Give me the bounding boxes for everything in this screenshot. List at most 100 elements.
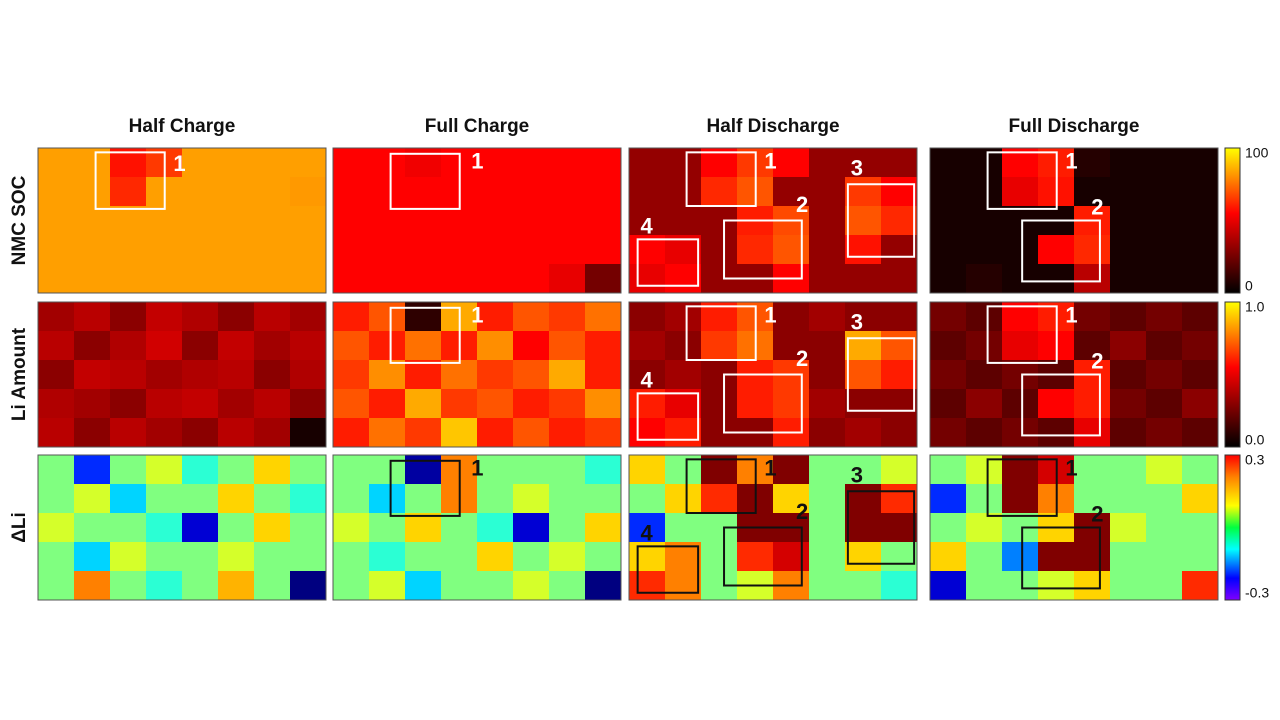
heatmap-cell bbox=[513, 331, 550, 361]
heatmap-cell bbox=[845, 389, 882, 419]
heatmap-cell bbox=[966, 331, 1003, 361]
panel-border bbox=[628, 454, 918, 601]
heatmap-cell bbox=[1146, 484, 1183, 514]
heatmap-cell bbox=[74, 331, 111, 361]
heatmap-cell bbox=[1110, 302, 1147, 332]
heatmap-cell bbox=[74, 542, 111, 572]
heatmap-cell bbox=[1182, 455, 1219, 485]
heatmap-cell bbox=[290, 513, 327, 543]
heatmap-cell bbox=[665, 513, 702, 543]
heatmap-cell bbox=[74, 206, 111, 236]
heatmap-cell bbox=[881, 389, 918, 419]
heatmap-cell bbox=[1110, 235, 1147, 265]
heatmap-cell bbox=[585, 542, 622, 572]
heatmap-cell bbox=[182, 418, 219, 448]
region-box bbox=[636, 238, 700, 287]
panel-border bbox=[37, 454, 327, 601]
heatmap-cell bbox=[441, 571, 478, 601]
heatmap-cell bbox=[930, 389, 967, 419]
heatmap-cell bbox=[110, 331, 147, 361]
panel-border bbox=[929, 301, 1219, 448]
region-box bbox=[986, 458, 1058, 517]
heatmap-cell bbox=[38, 331, 75, 361]
heatmap-cell bbox=[290, 235, 327, 265]
heatmap-cell bbox=[182, 331, 219, 361]
heatmap-cell bbox=[333, 264, 370, 294]
heatmap-cell bbox=[966, 177, 1003, 207]
heatmap-cell bbox=[809, 264, 846, 294]
heatmap-cell bbox=[477, 418, 514, 448]
heatmap-cell bbox=[290, 389, 327, 419]
heatmap-cell bbox=[405, 206, 442, 236]
heatmap-cell bbox=[629, 360, 666, 390]
heatmap-cell bbox=[1146, 389, 1183, 419]
heatmap-cell bbox=[333, 484, 370, 514]
heatmap-cell bbox=[930, 177, 967, 207]
heatmap-cell bbox=[1110, 389, 1147, 419]
heatmap-cell bbox=[254, 542, 291, 572]
heatmap-cell bbox=[845, 513, 882, 543]
heatmap-cell bbox=[405, 484, 442, 514]
heatmap-cell bbox=[585, 360, 622, 390]
heatmap-cell bbox=[333, 235, 370, 265]
heatmap-cell bbox=[845, 235, 882, 265]
heatmap-cell bbox=[369, 542, 406, 572]
heatmap-cell bbox=[773, 177, 810, 207]
heatmap-cell bbox=[110, 302, 147, 332]
heatmap-cell bbox=[1146, 177, 1183, 207]
heatmap-cell bbox=[966, 206, 1003, 236]
region-label: 1 bbox=[471, 455, 483, 480]
region-box bbox=[389, 306, 461, 364]
heatmap-cell bbox=[290, 177, 327, 207]
heatmap-cell bbox=[146, 331, 183, 361]
heatmap-cell bbox=[845, 177, 882, 207]
region-label: 1 bbox=[471, 148, 483, 173]
heatmap-cell bbox=[809, 302, 846, 332]
region-label: 2 bbox=[1091, 195, 1103, 220]
heatmap-cell bbox=[1110, 148, 1147, 178]
heatmap-cell bbox=[881, 235, 918, 265]
heatmap-cell bbox=[333, 418, 370, 448]
heatmap-cell bbox=[477, 302, 514, 332]
heatmap-cell bbox=[218, 264, 255, 294]
region-box bbox=[636, 392, 700, 441]
panel-border bbox=[332, 147, 622, 294]
heatmap-cell bbox=[369, 513, 406, 543]
heatmap-cell bbox=[1074, 455, 1111, 485]
heatmap-cell bbox=[110, 455, 147, 485]
heatmap-cell bbox=[146, 455, 183, 485]
heatmap-cell bbox=[110, 360, 147, 390]
heatmap-cell bbox=[809, 177, 846, 207]
heatmap-cell bbox=[405, 177, 442, 207]
heatmap-cell bbox=[549, 484, 586, 514]
heatmap-cell bbox=[369, 389, 406, 419]
heatmap-cell bbox=[549, 360, 586, 390]
region-label: 1 bbox=[1065, 455, 1077, 480]
heatmap-cell bbox=[218, 148, 255, 178]
colorbar bbox=[1224, 147, 1241, 294]
heatmap-cell bbox=[146, 484, 183, 514]
heatmap-cell bbox=[585, 484, 622, 514]
heatmap-cell bbox=[74, 264, 111, 294]
heatmap-cell bbox=[369, 360, 406, 390]
heatmap-cell bbox=[809, 360, 846, 390]
heatmap-cell bbox=[254, 571, 291, 601]
heatmap-cell bbox=[1110, 484, 1147, 514]
heatmap-cell bbox=[930, 206, 967, 236]
heatmap-cell bbox=[665, 331, 702, 361]
heatmap-cell bbox=[966, 418, 1003, 448]
heatmap-cell bbox=[585, 264, 622, 294]
heatmap-cell bbox=[629, 264, 666, 294]
heatmap-cell bbox=[881, 302, 918, 332]
heatmap-cell bbox=[333, 542, 370, 572]
heatmap-cell bbox=[218, 542, 255, 572]
heatmap-cell bbox=[845, 302, 882, 332]
heatmap-cell bbox=[881, 360, 918, 390]
heatmap-cell bbox=[38, 206, 75, 236]
heatmap-cell bbox=[74, 484, 111, 514]
heatmap-cell bbox=[218, 484, 255, 514]
heatmap-cell bbox=[254, 484, 291, 514]
heatmap-cell bbox=[1146, 571, 1183, 601]
heatmap-cell bbox=[585, 302, 622, 332]
heatmap-cell bbox=[881, 513, 918, 543]
